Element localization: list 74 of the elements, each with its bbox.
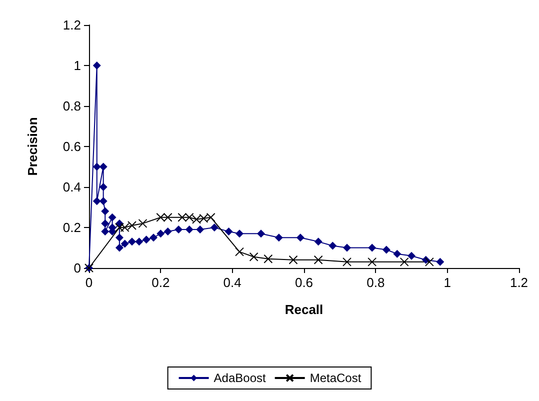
x-tick-label: 1 (444, 275, 451, 290)
x-tick-label: 1.2 (510, 275, 528, 290)
x-tick-label: 0.8 (366, 275, 385, 290)
point (99, 183, 108, 191)
y-tick-label: 1 (74, 58, 81, 73)
x-tick-label: 0.4 (223, 275, 242, 290)
y-tick-label: 1.2 (62, 18, 81, 32)
point (156, 230, 165, 238)
point (92, 162, 101, 171)
point (342, 257, 352, 266)
point (115, 234, 124, 242)
point (368, 244, 376, 252)
legend-label: AdaBoost (214, 371, 267, 385)
point (99, 162, 108, 171)
point (115, 244, 124, 252)
point (114, 223, 124, 232)
legend-label: MetaCost (310, 371, 362, 385)
point (138, 218, 148, 228)
point (210, 224, 218, 232)
point (120, 223, 130, 232)
point (236, 230, 244, 238)
point (108, 213, 116, 222)
point (185, 226, 194, 234)
point (368, 257, 377, 266)
point (92, 197, 101, 206)
point (156, 212, 166, 222)
x-axis-title: Recall (284, 302, 324, 317)
y-axis-title: Precision (25, 117, 40, 176)
point (99, 197, 108, 206)
y-tick-label: 0.8 (62, 98, 81, 114)
point (235, 247, 244, 256)
point (314, 255, 323, 264)
point (196, 226, 204, 234)
point (135, 238, 144, 246)
point (400, 257, 409, 266)
point (192, 214, 201, 224)
x-tick-label: 0 (85, 275, 93, 290)
point (424, 257, 434, 266)
point (436, 258, 444, 266)
point (314, 238, 322, 246)
point (101, 228, 110, 236)
point (328, 242, 337, 250)
point (343, 244, 351, 252)
y-tick-label: 0.4 (62, 180, 81, 194)
point (101, 219, 110, 228)
y-tick-label: 0 (74, 260, 81, 276)
y-tick-label: 0.2 (62, 220, 81, 235)
point (142, 236, 150, 244)
point (101, 207, 110, 216)
point (206, 212, 216, 222)
point (163, 212, 172, 222)
x-tick-label: 0.6 (294, 275, 314, 290)
point (224, 228, 233, 236)
x-tick-label: 0.2 (152, 275, 170, 290)
point (296, 234, 304, 242)
point (150, 234, 158, 242)
point (257, 230, 265, 238)
point (408, 252, 416, 260)
point (288, 255, 298, 264)
point (120, 240, 129, 248)
point (164, 228, 172, 236)
point (199, 214, 208, 223)
point (274, 234, 283, 242)
point (393, 250, 402, 258)
point (382, 246, 390, 254)
point (264, 254, 273, 264)
point (128, 238, 136, 246)
point (178, 212, 187, 222)
point (174, 226, 183, 234)
point (128, 220, 136, 230)
point (92, 62, 101, 70)
point (249, 252, 258, 262)
point (184, 212, 194, 222)
y-tick-label: 0.6 (62, 139, 81, 154)
